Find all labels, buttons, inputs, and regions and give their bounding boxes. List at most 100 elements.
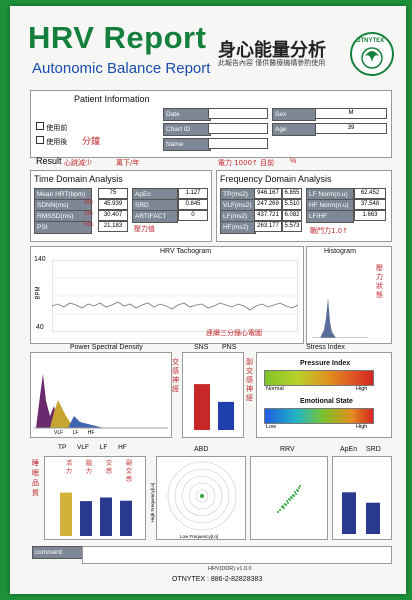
psd-chart [34, 374, 168, 429]
minutes-label: 分鐘 [82, 137, 101, 147]
power-label: 電力 1000↑ 目前 [218, 159, 275, 167]
date-label: Date [163, 108, 211, 121]
time-domain-value: 30.407 [98, 210, 128, 221]
rrv-chart [277, 485, 301, 513]
version-text: HRV(DDR) v1.0.0 [208, 566, 252, 572]
emotional-low-label: Low [266, 424, 277, 430]
tachogram-y-min: 40 [36, 324, 44, 331]
apen-srd-chart [342, 492, 380, 534]
company-contact: OTNYTEX : 886-2-82828383 [172, 576, 263, 583]
freq-domain-ln-value: 5.573 [282, 221, 302, 232]
emotional-state-title: Emotional State [300, 398, 353, 405]
comment-label: comment: [32, 546, 84, 559]
chart-id-label: Chart ID [163, 123, 211, 136]
rrv-title: RRV [280, 446, 295, 453]
tachogram-y-max: 140 [34, 256, 46, 263]
freq-domain-ln-value: 5.510 [282, 199, 302, 210]
time-domain-title: Time Domain Analysis [34, 174, 123, 184]
srd-bar [366, 502, 380, 534]
band-label-tp: TP [58, 444, 67, 451]
after-label: 使用後 [46, 138, 68, 146]
pressure-normal-label: Normal [266, 386, 284, 392]
time-domain-label: PSI [34, 221, 92, 234]
time-domain-value: 75 [98, 188, 128, 199]
abd-x-label: Low Frequency[Ln] [180, 534, 219, 539]
histogram-note: 壓力狀態 [376, 264, 383, 299]
time-domain-note: 30↑ [84, 199, 95, 206]
abd-point [200, 494, 204, 498]
abd-title: ABD [194, 446, 209, 453]
freq-domain-title: Frequency Domain Analysis [220, 174, 332, 184]
comment-field[interactable] [82, 546, 392, 564]
date-field[interactable] [208, 108, 268, 119]
sns-pns-chart [194, 384, 234, 430]
abd-panel [156, 456, 246, 540]
time-domain-note: 20↑ [84, 210, 95, 217]
sex-label: Sex [272, 108, 316, 121]
report-subtitle: Autonomic Balance Report [32, 60, 211, 77]
histogram-title: Histogram [324, 248, 356, 255]
band-note-hf: 副交感 [126, 460, 133, 483]
before-checkbox-row[interactable]: 使用前 [36, 122, 67, 133]
time-domain-right-value: 0 [178, 210, 208, 221]
tachogram-y-label: BPM [35, 286, 42, 300]
report-title: HRV Report [28, 20, 207, 55]
sex-field[interactable]: M [315, 108, 387, 119]
freq-domain-label: HF(ms2) [220, 221, 256, 234]
emotional-state-bar [264, 408, 374, 424]
tachogram-line [52, 301, 298, 311]
pns-bar [218, 401, 234, 430]
report-page: HRV Report Autonomic Balance Report 身心能量… [10, 6, 406, 594]
company-logo [350, 32, 394, 76]
band-label-vlf: VLF [77, 444, 89, 451]
freq-domain-right-label: LF/HF [306, 210, 354, 223]
psd-x-hf: HF [87, 430, 95, 436]
combat-power-note: 戰鬥力1.0↑ [310, 227, 348, 235]
tachogram-title: HRV Tachogram [160, 248, 212, 255]
age-field[interactable]: 39 [315, 123, 387, 134]
psd-x-vlf: VLF [54, 430, 64, 436]
percent-label: % [290, 158, 297, 165]
band-bar-lf [100, 497, 112, 536]
freq-domain-value: 247.269 [254, 199, 282, 210]
heart-decrease-label: 心跳減少 [64, 159, 92, 167]
band-label-hf: HF [118, 444, 127, 451]
stress-value-note: 壓力值 [134, 225, 155, 233]
band-bar-hf [120, 500, 132, 536]
before-checkbox[interactable] [36, 122, 44, 130]
band-note-tp: 活力 [66, 460, 73, 475]
band-label-lf: LF [99, 444, 108, 451]
name-field[interactable] [208, 138, 268, 149]
stress-index-title: Stress Index [306, 344, 345, 351]
band-power-chart [60, 492, 132, 536]
freq-domain-right-value: 62.452 [354, 188, 386, 199]
psd-side-note: 交感神經 [172, 358, 179, 393]
pressure-high-label: High [356, 386, 368, 392]
chart-id-field[interactable] [208, 123, 268, 134]
sns-label: SNS [194, 344, 209, 351]
psd-x-labels: VLF LF HF [54, 430, 94, 436]
time-domain-right-value: 0.845 [178, 199, 208, 210]
report-cn-subtitle: 此報告內容 僅供醫療機構參酌使用 [218, 59, 326, 67]
band-note-vlf: 腦力 [86, 460, 93, 475]
histogram-chart [310, 260, 368, 338]
freq-domain-value: 263.177 [254, 221, 282, 232]
time-domain-value: 21.183 [98, 221, 128, 232]
freq-domain-value: 946.167 [254, 188, 282, 199]
freq-domain-right-value: 1.663 [354, 210, 386, 221]
after-checkbox-row[interactable]: 使用後 [36, 136, 67, 147]
emotional-high-label: High [356, 424, 368, 430]
psd-x-lf: LF [72, 430, 79, 436]
before-label: 使用前 [46, 124, 68, 132]
band-bar-tp [60, 492, 72, 536]
pns-label: PNS [222, 344, 237, 351]
report-cn-title: 身心能量分析 [218, 40, 326, 61]
after-checkbox[interactable] [36, 136, 44, 144]
name-label: Name [163, 138, 211, 151]
psd-title: Power Spectral Density [70, 344, 143, 351]
sns-bar [194, 384, 210, 430]
band-labels: TP VLF LF HF [58, 444, 127, 451]
pressure-index-title: Pressure Index [300, 360, 351, 367]
freq-domain-ln-value: 6.082 [282, 210, 302, 221]
time-domain-right-value: 1.127 [178, 188, 208, 199]
